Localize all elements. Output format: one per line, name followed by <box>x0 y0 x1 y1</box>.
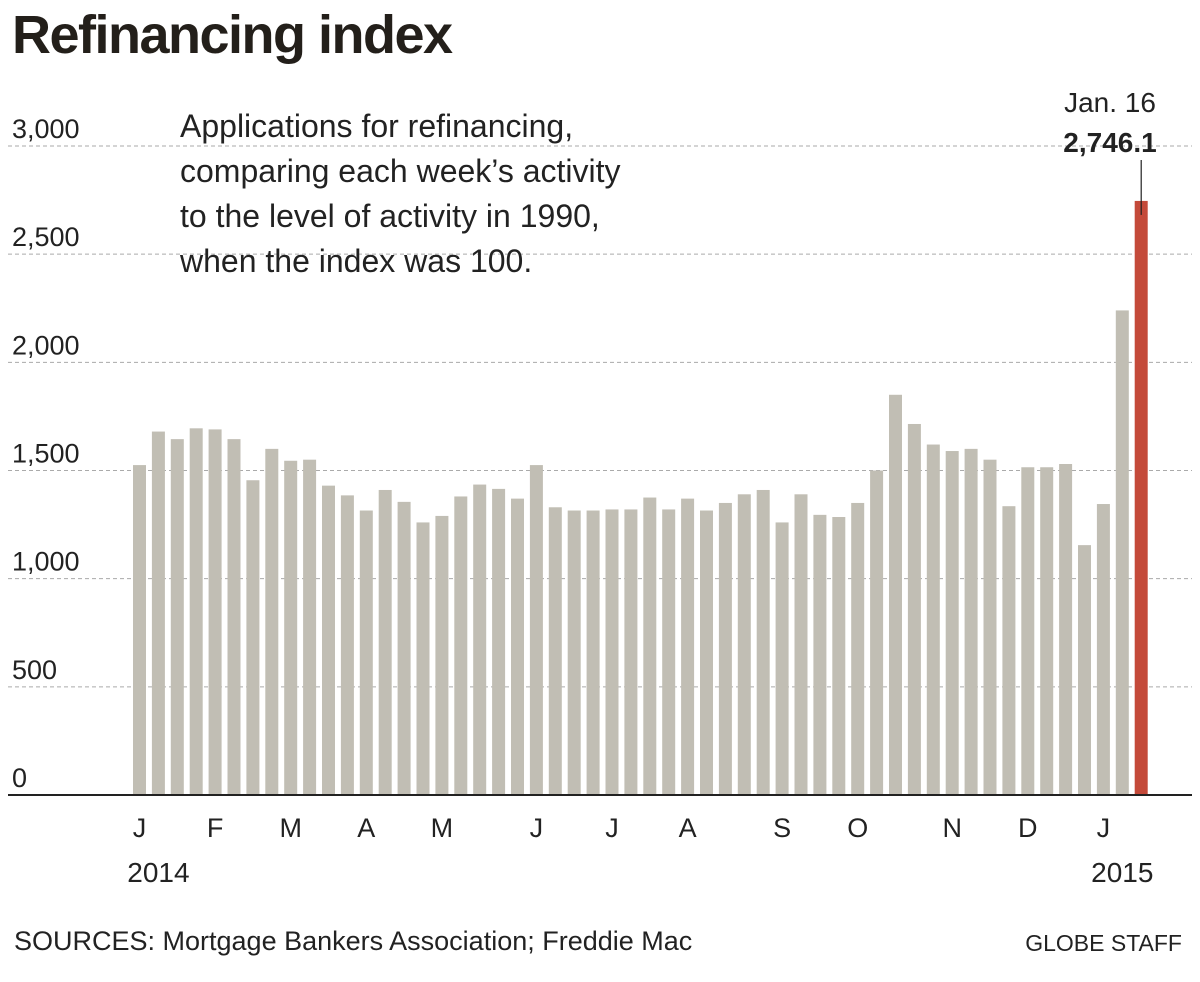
bar <box>945 451 959 795</box>
bar <box>435 515 449 795</box>
month-label: J <box>1097 813 1111 843</box>
bar <box>359 510 373 795</box>
bar <box>1040 467 1054 795</box>
bar <box>246 480 260 795</box>
bar <box>208 429 222 795</box>
month-label: A <box>679 813 697 843</box>
description-line: to the level of activity in 1990, <box>180 198 600 234</box>
bar <box>284 460 298 795</box>
description-line: when the index was 100. <box>179 243 532 279</box>
month-label: J <box>133 813 147 843</box>
x-axis-year-labels: 2014 2015 <box>127 857 1153 888</box>
highlight-callout: Jan. 16 2,746.1 <box>1063 87 1157 215</box>
month-label: M <box>431 813 454 843</box>
bar <box>643 497 657 795</box>
month-label: J <box>605 813 619 843</box>
bar <box>624 509 638 795</box>
chart-title: Refinancing index <box>12 5 453 65</box>
bar-highlight <box>1134 200 1148 796</box>
bar <box>322 485 335 795</box>
bar <box>1078 545 1091 795</box>
y-tick-label: 2,500 <box>12 222 80 252</box>
callout-value-label: 2,746.1 <box>1063 127 1156 158</box>
bar <box>926 444 940 795</box>
y-tick-label: 500 <box>12 655 57 685</box>
month-label: D <box>1018 813 1038 843</box>
month-label: A <box>357 813 375 843</box>
year-label: 2015 <box>1091 857 1153 888</box>
bar <box>473 484 487 795</box>
year-label: 2014 <box>127 857 189 888</box>
bar <box>775 522 789 795</box>
description-line: comparing each week’s activity <box>180 153 621 189</box>
bar <box>964 448 978 795</box>
bar <box>889 394 902 795</box>
bars <box>133 200 1148 796</box>
bar <box>227 439 241 795</box>
bar <box>454 496 468 795</box>
y-tick-label: 1,000 <box>12 547 80 577</box>
bar <box>265 448 279 795</box>
sources-note: SOURCES: Mortgage Bankers Association; F… <box>14 926 693 956</box>
y-axis-labels: 0 500 1,000 1,500 2,000 2,500 3,000 <box>12 114 80 793</box>
bar <box>851 502 865 795</box>
bar <box>832 517 846 795</box>
bar <box>340 495 354 795</box>
y-tick-label: 1,500 <box>12 439 80 469</box>
chart-description: Applications for refinancing, comparing e… <box>179 108 621 279</box>
bar <box>605 509 619 795</box>
bar <box>1115 310 1129 795</box>
month-label: N <box>942 813 962 843</box>
bar <box>416 522 430 795</box>
bar <box>303 459 317 795</box>
bar <box>662 509 676 795</box>
bar <box>529 465 543 795</box>
bar <box>133 465 146 795</box>
bar <box>492 488 506 795</box>
bar <box>756 489 770 795</box>
month-label: J <box>530 813 544 843</box>
bar <box>700 510 713 795</box>
bar <box>1002 506 1016 795</box>
bar <box>170 439 184 795</box>
bar <box>870 470 884 795</box>
bar <box>794 494 808 795</box>
bar <box>151 431 165 795</box>
y-tick-label: 2,000 <box>12 330 80 360</box>
bar <box>1096 504 1110 795</box>
bar <box>681 498 695 795</box>
credit-line: GLOBE STAFF <box>1025 930 1182 956</box>
bar <box>189 428 203 795</box>
description-line: Applications for refinancing, <box>180 108 573 144</box>
bar <box>397 501 411 795</box>
callout-date-label: Jan. 16 <box>1064 87 1156 118</box>
bar <box>907 423 921 795</box>
month-label: F <box>207 813 224 843</box>
y-tick-label: 3,000 <box>12 114 80 144</box>
y-tick-label: 0 <box>12 763 27 793</box>
month-label: S <box>773 813 791 843</box>
bar <box>1059 464 1073 795</box>
bar <box>567 510 581 795</box>
bar <box>1021 467 1035 795</box>
bar <box>378 489 392 795</box>
bar <box>737 494 751 795</box>
month-label: O <box>847 813 868 843</box>
grid-lines <box>8 145 1192 688</box>
bar <box>586 510 600 795</box>
bar <box>548 507 562 795</box>
bar <box>511 498 524 795</box>
bar <box>983 459 997 795</box>
bar <box>718 502 732 795</box>
month-label: M <box>279 813 302 843</box>
bar <box>813 514 827 795</box>
